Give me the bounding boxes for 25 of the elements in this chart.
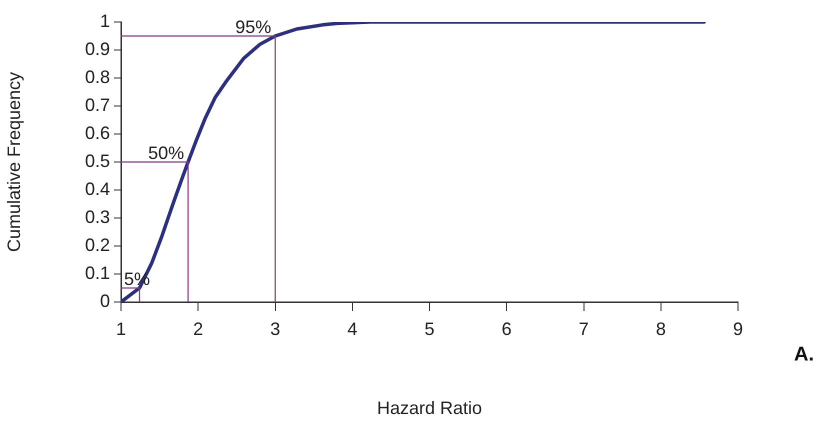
x-tick-label: 7 <box>578 318 589 339</box>
x-tick-label: 4 <box>347 318 358 339</box>
y-tick-label: 0.3 <box>84 206 110 227</box>
y-tick-label: 0.5 <box>84 150 110 171</box>
x-tick-label: 8 <box>656 318 666 339</box>
y-tick-label: 0 <box>100 290 110 311</box>
annotation: 95% <box>235 16 272 37</box>
y-axis-title: Cumulative Frequency <box>4 72 24 252</box>
y-tick-label: 0.8 <box>84 66 110 87</box>
x-axis-title: Hazard Ratio <box>376 398 482 418</box>
y-tick-label: 0.9 <box>84 38 110 59</box>
x-tick-label: 9 <box>732 318 744 339</box>
annotation: 50% <box>148 142 184 163</box>
x-tick-label: 5 <box>424 318 435 339</box>
x-tick-label: 2 <box>193 318 204 339</box>
y-tick-label: 1 <box>100 10 110 31</box>
y-tick-label: 0.2 <box>84 234 110 255</box>
y-tick-label: 0.4 <box>84 178 110 199</box>
y-tick-label: 0.6 <box>84 122 110 143</box>
text: A. <box>794 344 814 366</box>
y-tick-label: 0.1 <box>84 262 110 283</box>
x-tick-label: 3 <box>270 318 280 339</box>
x-tick-label: 6 <box>502 318 512 339</box>
x-tick-label: 1 <box>116 318 126 339</box>
y-tick-label: 0.7 <box>84 94 110 115</box>
